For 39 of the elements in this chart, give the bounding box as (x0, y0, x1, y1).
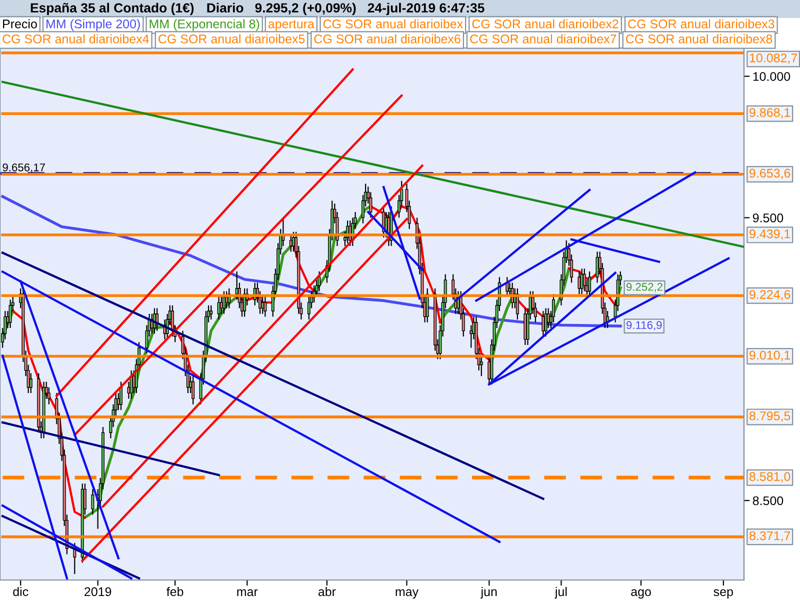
text: CG SOR anual diarioibex2 (472, 19, 618, 28)
text: CG SOR anual diarioibex5 (158, 34, 305, 44)
text: CG SOR anual diarioibex4 (2, 34, 149, 44)
text: MM (Exponencial 8) (150, 19, 260, 31)
x-tick-label: abr (318, 586, 336, 596)
data-label: 9.224,6 (750, 290, 790, 300)
ref-line-label: 9.656,17 (2, 163, 45, 173)
text: MM (Simple 200) (46, 19, 140, 31)
text: CG SOR anual diarioibex6 (314, 34, 460, 44)
x-tick-label: mar (237, 589, 258, 596)
data-label: 9.439,1 (750, 229, 790, 240)
x-tick-label: 2019 (84, 587, 112, 596)
x-tick-label: dic (13, 586, 28, 596)
chart-subtitle: Diario 9.295,2 (+0,09%) 24-jul-2019 6:47:35 (207, 2, 484, 16)
x-tick-label: ago (631, 589, 651, 599)
x-tick-label: sep (714, 589, 733, 599)
data-label: 8.581,0 (750, 472, 790, 482)
y-tick-label: 8.500 (752, 496, 784, 506)
x-tick-label: may (396, 589, 419, 599)
data-label: 8.795,5 (750, 411, 790, 422)
data-label: 8.371,7 (750, 531, 790, 542)
text: CG SOR anual diarioibex8 (626, 34, 772, 44)
x-tick-label: jun (480, 586, 497, 599)
text: CG SOR anual diarioibex3 (628, 19, 774, 28)
data-label: 9.010,1 (750, 350, 790, 362)
chart-title: España 35 al Contado (1€) (30, 2, 194, 16)
series-label: apertura (268, 20, 314, 31)
x-tick-label: jul (554, 586, 567, 599)
data-label: 9.252,2 (626, 282, 662, 292)
y-tick-label: 9.500 (752, 214, 784, 222)
data-label: 10.082,7 (750, 54, 798, 64)
x-tick-label: feb (166, 586, 184, 596)
data-label: 9.868,1 (750, 108, 790, 118)
data-label: 9.116,9 (626, 321, 662, 330)
text: CG SOR anual diarioibex (323, 19, 463, 28)
data-label: 9.653,6 (750, 168, 790, 180)
y-tick-label: 10.000 (753, 72, 790, 81)
text: CG SOR anual diarioibex7 (470, 34, 616, 44)
text: Precio (3, 19, 37, 28)
